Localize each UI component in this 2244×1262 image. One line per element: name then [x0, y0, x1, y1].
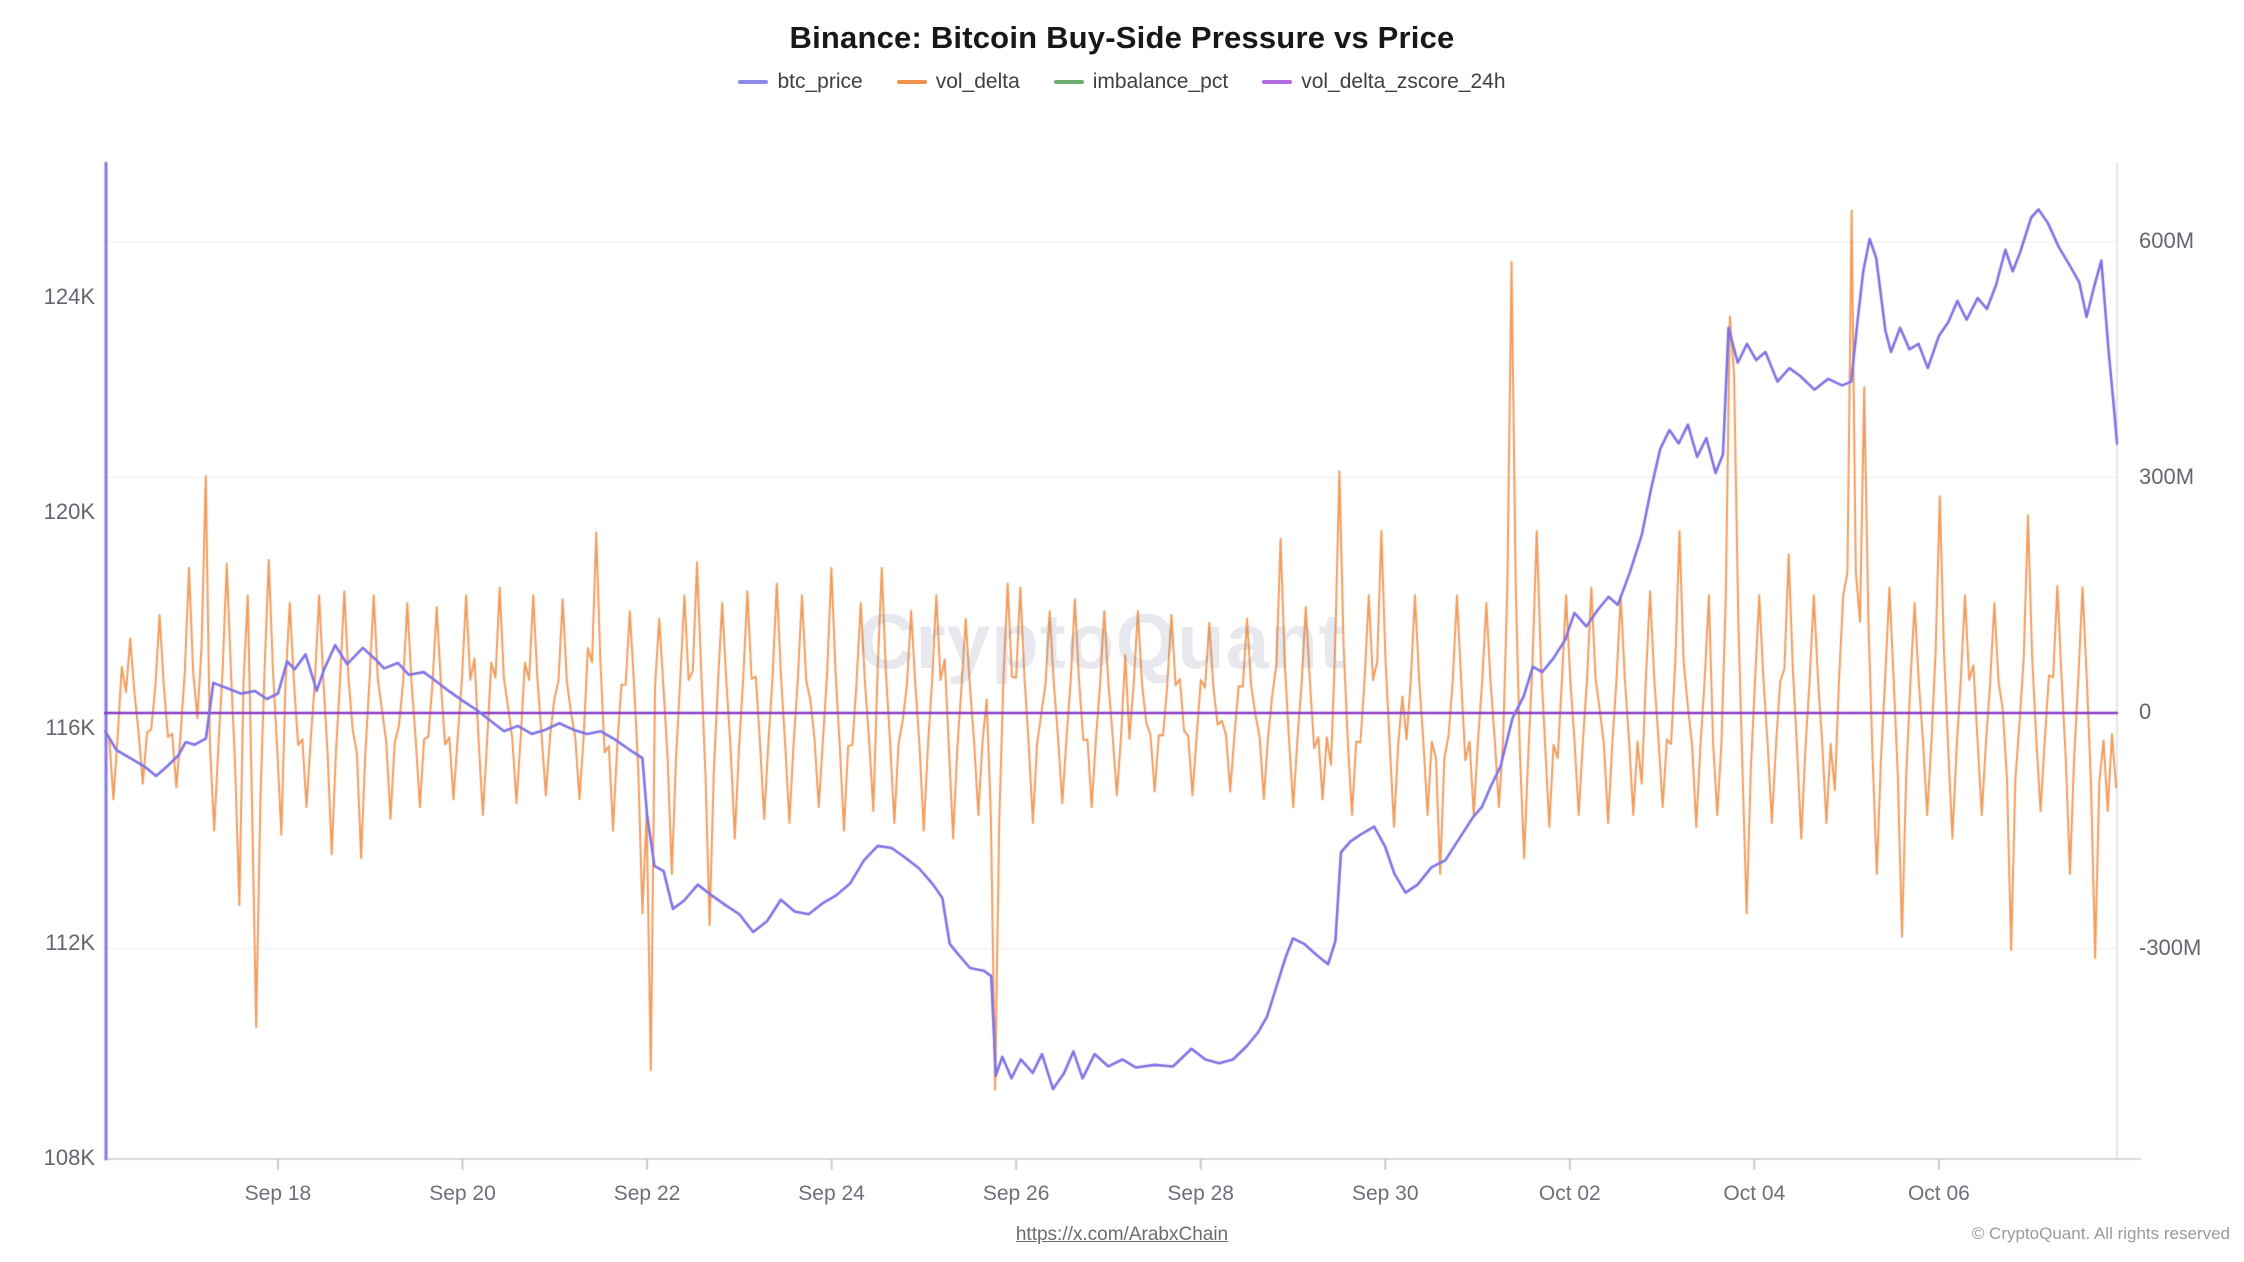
y-right-tick-0: 0: [2139, 699, 2152, 724]
page-title: Binance: Bitcoin Buy-Side Pressure vs Pr…: [789, 20, 1455, 55]
legend-label: vol_delta_zscore_24h: [1301, 70, 1506, 93]
chart-legend: btc_price vol_delta imbalance_pct vol_delta…: [0, 70, 2244, 94]
y-right-tick--300M: -300M: [2139, 934, 2202, 960]
x-profile-link[interactable]: https://x.com/ArabxChain: [1015, 1224, 1229, 1245]
legend-item-imbalance_pct[interactable]: imbalance_pct: [1053, 70, 1229, 94]
y-left-tick-124K: 124K: [43, 284, 95, 310]
legend-swatch-imbalance_pct: [1053, 80, 1084, 84]
legend-swatch-vol_delta: [896, 80, 927, 84]
x-tick-Oct-04: Oct 04: [1723, 1182, 1786, 1205]
x-tick-Sep-30: Sep 30: [1351, 1182, 1419, 1205]
x-tick-Sep-20: Sep 20: [429, 1182, 496, 1205]
legend-label: vol_delta: [935, 70, 1020, 93]
cryptoquant-watermark: CryptoQuant: [858, 597, 1346, 685]
legend-swatch-btc_price: [738, 80, 769, 84]
x-tick-Sep-28: Sep 28: [1167, 1182, 1234, 1205]
y-left-tick-120K: 120K: [43, 499, 95, 525]
y-left-tick-108K: 108K: [43, 1145, 95, 1170]
y-right-tick-600M: 600M: [2139, 228, 2195, 253]
legend-swatch-vol_delta_zscore_24h: [1262, 80, 1293, 84]
x-tick-Oct-06: Oct 06: [1907, 1182, 1970, 1205]
x-tick-Sep-22: Sep 22: [613, 1182, 681, 1205]
x-tick-Sep-24: Sep 24: [798, 1182, 865, 1205]
copyright-text: © CryptoQuant. All rights reserved: [1971, 1224, 2230, 1243]
y-left-tick-116K: 116K: [45, 714, 95, 740]
y-left-tick-112K: 112K: [45, 929, 95, 955]
x-tick-Oct-02: Oct 02: [1538, 1182, 1601, 1205]
footer-link-wrap: https://x.com/ArabxChain: [0, 1224, 2244, 1246]
legend-label: imbalance_pct: [1092, 70, 1229, 93]
legend-item-btc_price[interactable]: btc_price: [738, 70, 863, 94]
legend-label: btc_price: [777, 70, 863, 93]
y-right-tick-300M: 300M: [2139, 463, 2195, 489]
legend-item-vol_delta[interactable]: vol_delta: [896, 70, 1020, 94]
legend-item-vol_delta_zscore_24h[interactable]: vol_delta_zscore_24h: [1262, 70, 1506, 94]
x-tick-Sep-26: Sep 26: [982, 1182, 1050, 1205]
x-tick-Sep-18: Sep 18: [244, 1182, 312, 1205]
